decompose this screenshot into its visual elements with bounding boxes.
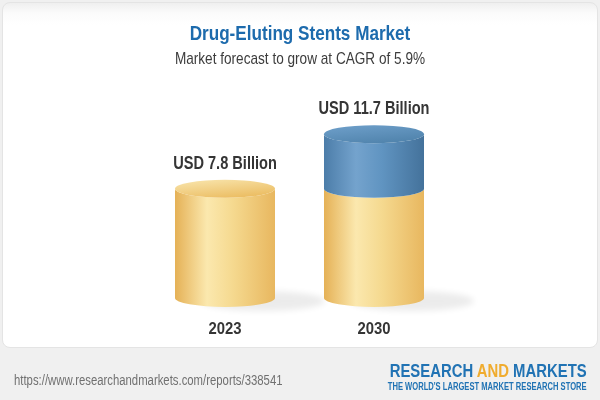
research-and-markets-logo: RESEARCH AND MARKETS THE WORLD'S LARGEST… [325, 361, 587, 392]
value-label-2023: USD 7.8 Billion [136, 153, 314, 174]
cylinder-top [175, 180, 275, 198]
cylinder-segment-blue [324, 134, 424, 198]
logo-tagline: THE WORLD'S LARGEST MARKET RESEARCH STOR… [388, 381, 587, 392]
chart-image: Drug-Eluting Stents Market Market foreca… [0, 0, 600, 400]
logo-and: AND [477, 361, 509, 381]
chart-subtitle: Market forecast to grow at CAGR of 5.9% [60, 49, 540, 69]
logo-markets: MARKETS [513, 361, 587, 381]
report-url: https://www.researchandmarkets.com/repor… [14, 372, 283, 388]
year-label-2030: 2030 [275, 319, 473, 338]
value-label-2030: USD 11.7 Billion [285, 98, 463, 119]
logo-wordmark: RESEARCH AND MARKETS [365, 361, 587, 382]
chart-title: Drug-Eluting Stents Market [56, 21, 545, 45]
logo-research: RESEARCH [390, 361, 473, 381]
cylinder-segment-gold [175, 189, 275, 307]
cylinder-top [324, 125, 424, 143]
cylinder-segment-gold [324, 189, 424, 307]
